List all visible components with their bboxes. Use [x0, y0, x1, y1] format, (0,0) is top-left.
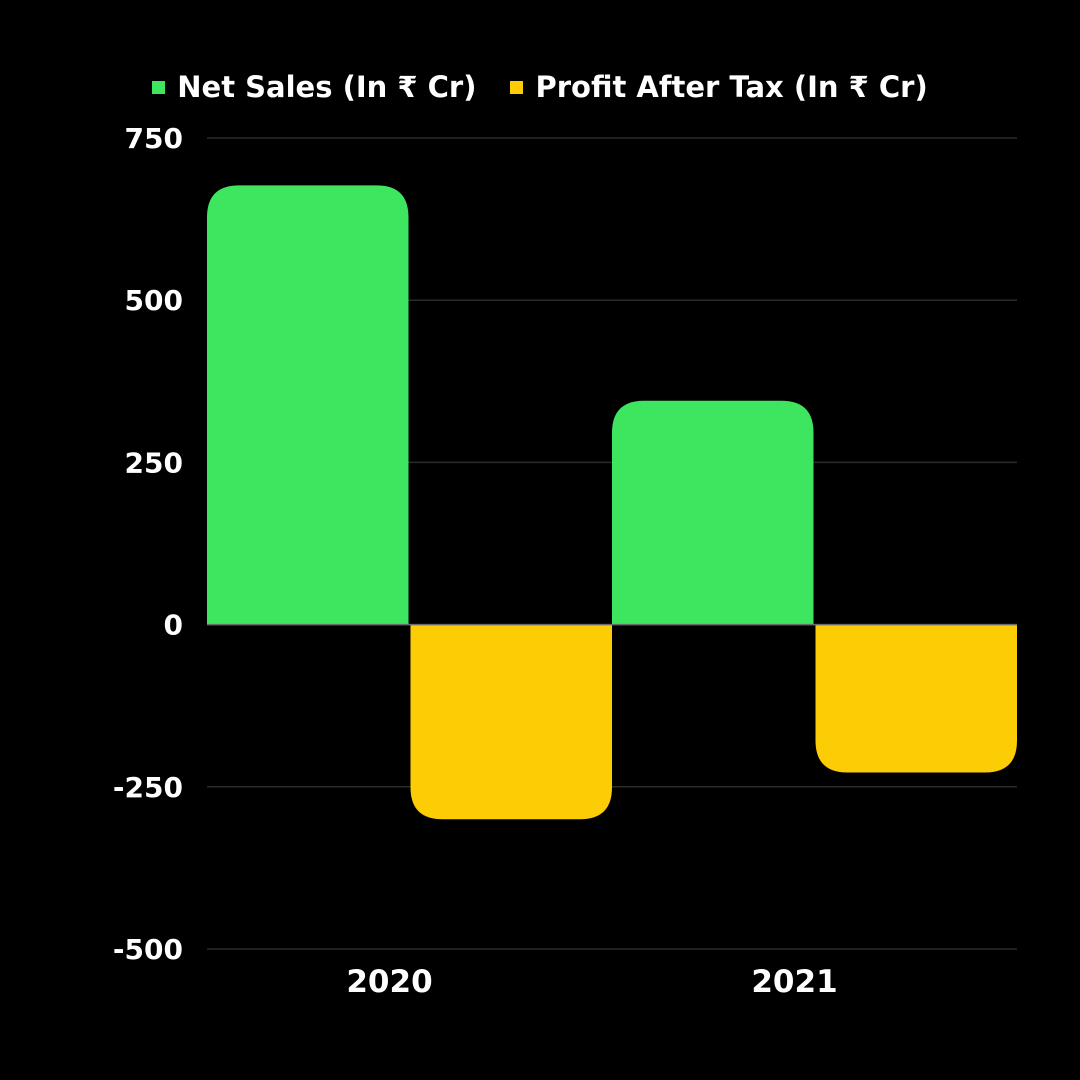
legend-item-net-sales: Net Sales (In ₹ Cr)	[152, 70, 476, 104]
bar-net-sales-2020	[207, 185, 409, 625]
bar-net-sales-2021	[612, 400, 814, 625]
legend-swatch-profit-after-tax	[510, 80, 524, 94]
y-tick-label--250: -250	[113, 771, 183, 804]
legend-item-profit-after-tax: Profit After Tax (In ₹ Cr)	[510, 70, 928, 104]
y-tick-label--500: -500	[113, 933, 183, 966]
legend-label-profit-after-tax: Profit After Tax (In ₹ Cr)	[535, 70, 928, 104]
legend-swatch-net-sales	[152, 80, 166, 94]
legend-label-net-sales: Net Sales (In ₹ Cr)	[177, 70, 477, 104]
bar-profit-after-tax-2021	[815, 624, 1017, 773]
x-tick-label-2021: 2021	[751, 964, 837, 1000]
bar-profit-after-tax-2020	[410, 624, 612, 820]
y-tick-label-250: 250	[125, 446, 183, 479]
y-tick-label-500: 500	[125, 284, 183, 317]
legend: Net Sales (In ₹ Cr) Profit After Tax (In…	[0, 70, 1080, 104]
x-tick-label-2020: 2020	[346, 964, 432, 1000]
y-tick-label-0: 0	[164, 609, 183, 642]
y-tick-label-750: 750	[125, 122, 183, 155]
